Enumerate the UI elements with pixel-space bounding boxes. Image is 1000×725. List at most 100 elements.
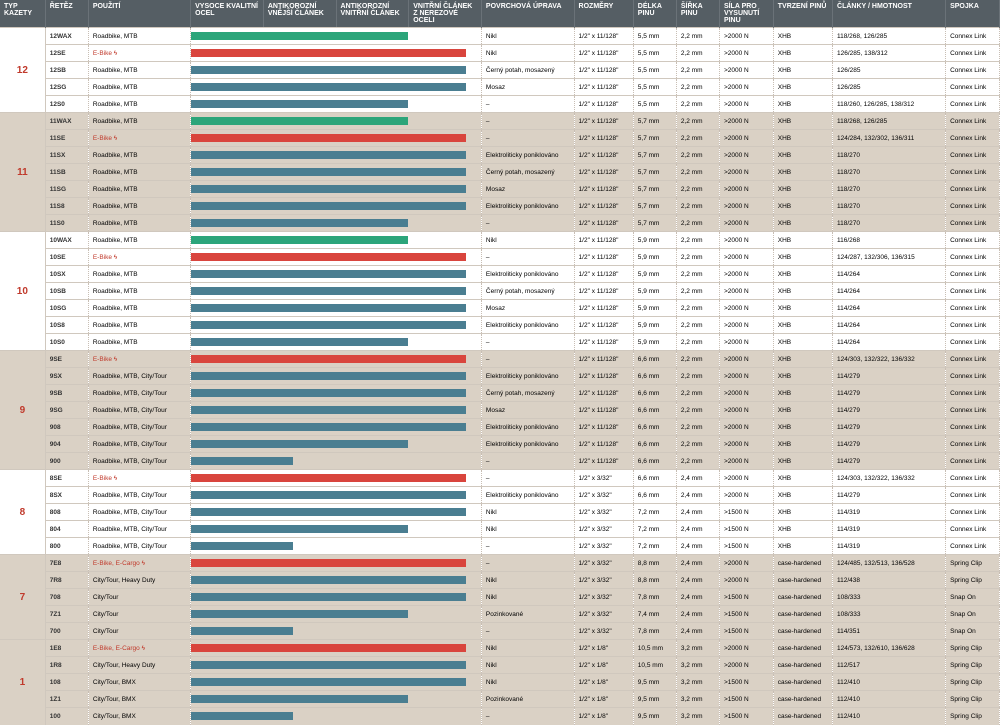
- connector: Spring Clip: [946, 640, 1000, 657]
- pin-width: 2,2 mm: [676, 266, 719, 283]
- pin-force: >2000 N: [719, 28, 773, 45]
- connector: Connex Link: [946, 538, 1000, 555]
- connector: Connex Link: [946, 79, 1000, 96]
- pin-hardening: XHB: [773, 198, 832, 215]
- chain-code: 10SX: [45, 266, 88, 283]
- quality-bar: [191, 538, 482, 555]
- pin-hardening: XHB: [773, 164, 832, 181]
- pin-force: >2000 N: [719, 334, 773, 351]
- quality-bar: [191, 555, 482, 572]
- connector: Connex Link: [946, 368, 1000, 385]
- surface: –: [481, 555, 574, 572]
- links-weight: 118/270: [833, 147, 946, 164]
- dimensions: 1/2" x 1/8": [574, 708, 633, 725]
- quality-bar: [191, 589, 482, 606]
- surface: Elektroliticky poniklováno: [481, 487, 574, 504]
- dimensions: 1/2" x 11/128": [574, 130, 633, 147]
- dimensions: 1/2" x 3/32": [574, 623, 633, 640]
- pin-hardening: XHB: [773, 334, 832, 351]
- dimensions: 1/2" x 11/128": [574, 164, 633, 181]
- dimensions: 1/2" x 1/8": [574, 640, 633, 657]
- dimensions: 1/2" x 3/32": [574, 487, 633, 504]
- links-weight: 118/270: [833, 215, 946, 232]
- pin-force: >1500 N: [719, 538, 773, 555]
- pin-length: 5,5 mm: [633, 79, 676, 96]
- quality-bar: [191, 674, 482, 691]
- hdr-spojka: SPOJKA: [946, 0, 1000, 28]
- links-weight: 112/517: [833, 657, 946, 674]
- table-row: 804Roadbike, MTB, City/TourNikl1/2" x 3/…: [0, 521, 1000, 538]
- pin-hardening: XHB: [773, 130, 832, 147]
- surface: –: [481, 130, 574, 147]
- chain-code: 800: [45, 538, 88, 555]
- pin-width: 2,4 mm: [676, 572, 719, 589]
- usage: Roadbike, MTB, City/Tour: [88, 504, 190, 521]
- chain-code: 7Z1: [45, 606, 88, 623]
- usage: City/Tour: [88, 623, 190, 640]
- pin-length: 5,7 mm: [633, 198, 676, 215]
- quality-bar: [191, 368, 482, 385]
- pin-width: 2,2 mm: [676, 147, 719, 164]
- pin-force: >2000 N: [719, 283, 773, 300]
- surface: –: [481, 249, 574, 266]
- pin-force: >1500 N: [719, 504, 773, 521]
- pin-length: 5,9 mm: [633, 232, 676, 249]
- connector: Connex Link: [946, 453, 1000, 470]
- surface: Nikl: [481, 521, 574, 538]
- quality-bar: [191, 283, 482, 300]
- usage: Roadbike, MTB: [88, 79, 190, 96]
- pin-length: 6,6 mm: [633, 402, 676, 419]
- pin-width: 2,2 mm: [676, 334, 719, 351]
- pin-hardening: case-hardened: [773, 708, 832, 725]
- dimensions: 1/2" x 3/32": [574, 538, 633, 555]
- connector: Connex Link: [946, 96, 1000, 113]
- connector: Connex Link: [946, 402, 1000, 419]
- usage: E-Bike ϟ: [88, 130, 190, 147]
- surface: Nikl: [481, 504, 574, 521]
- links-weight: 114/319: [833, 521, 946, 538]
- links-weight: 116/268: [833, 232, 946, 249]
- links-weight: 118/270: [833, 181, 946, 198]
- dimensions: 1/2" x 11/128": [574, 249, 633, 266]
- pin-length: 5,9 mm: [633, 266, 676, 283]
- pin-hardening: case-hardened: [773, 674, 832, 691]
- surface: Elektroliticky poniklováno: [481, 419, 574, 436]
- links-weight: 114/264: [833, 283, 946, 300]
- connector: Connex Link: [946, 470, 1000, 487]
- pin-hardening: XHB: [773, 538, 832, 555]
- pin-length: 5,9 mm: [633, 249, 676, 266]
- pin-hardening: XHB: [773, 317, 832, 334]
- links-weight: 114/319: [833, 504, 946, 521]
- connector: Connex Link: [946, 419, 1000, 436]
- pin-force: >2000 N: [719, 351, 773, 368]
- links-weight: 124/485, 132/513, 136/528: [833, 555, 946, 572]
- pin-hardening: XHB: [773, 79, 832, 96]
- pin-length: 10,5 mm: [633, 640, 676, 657]
- dimensions: 1/2" x 11/128": [574, 317, 633, 334]
- dimensions: 1/2" x 11/128": [574, 198, 633, 215]
- surface: Elektroliticky poniklováno: [481, 368, 574, 385]
- surface: Elektroliticky poniklováno: [481, 317, 574, 334]
- usage: Roadbike, MTB: [88, 28, 190, 45]
- pin-hardening: case-hardened: [773, 572, 832, 589]
- pin-hardening: XHB: [773, 300, 832, 317]
- connector: Spring Clip: [946, 674, 1000, 691]
- pin-width: 2,2 mm: [676, 164, 719, 181]
- dimensions: 1/2" x 1/8": [574, 657, 633, 674]
- usage: Roadbike, MTB: [88, 96, 190, 113]
- pin-width: 2,2 mm: [676, 436, 719, 453]
- connector: Connex Link: [946, 130, 1000, 147]
- surface: Pozinkované: [481, 606, 574, 623]
- connector: Connex Link: [946, 283, 1000, 300]
- surface: Nikl: [481, 572, 574, 589]
- cassette-type: 12: [0, 28, 45, 113]
- pin-force: >2000 N: [719, 96, 773, 113]
- chain-code: 808: [45, 504, 88, 521]
- links-weight: 108/333: [833, 589, 946, 606]
- pin-length: 6,6 mm: [633, 368, 676, 385]
- pin-force: >2000 N: [719, 79, 773, 96]
- quality-bar: [191, 708, 482, 725]
- usage: City/Tour: [88, 606, 190, 623]
- links-weight: 126/285, 138/312: [833, 45, 946, 62]
- dimensions: 1/2" x 11/128": [574, 181, 633, 198]
